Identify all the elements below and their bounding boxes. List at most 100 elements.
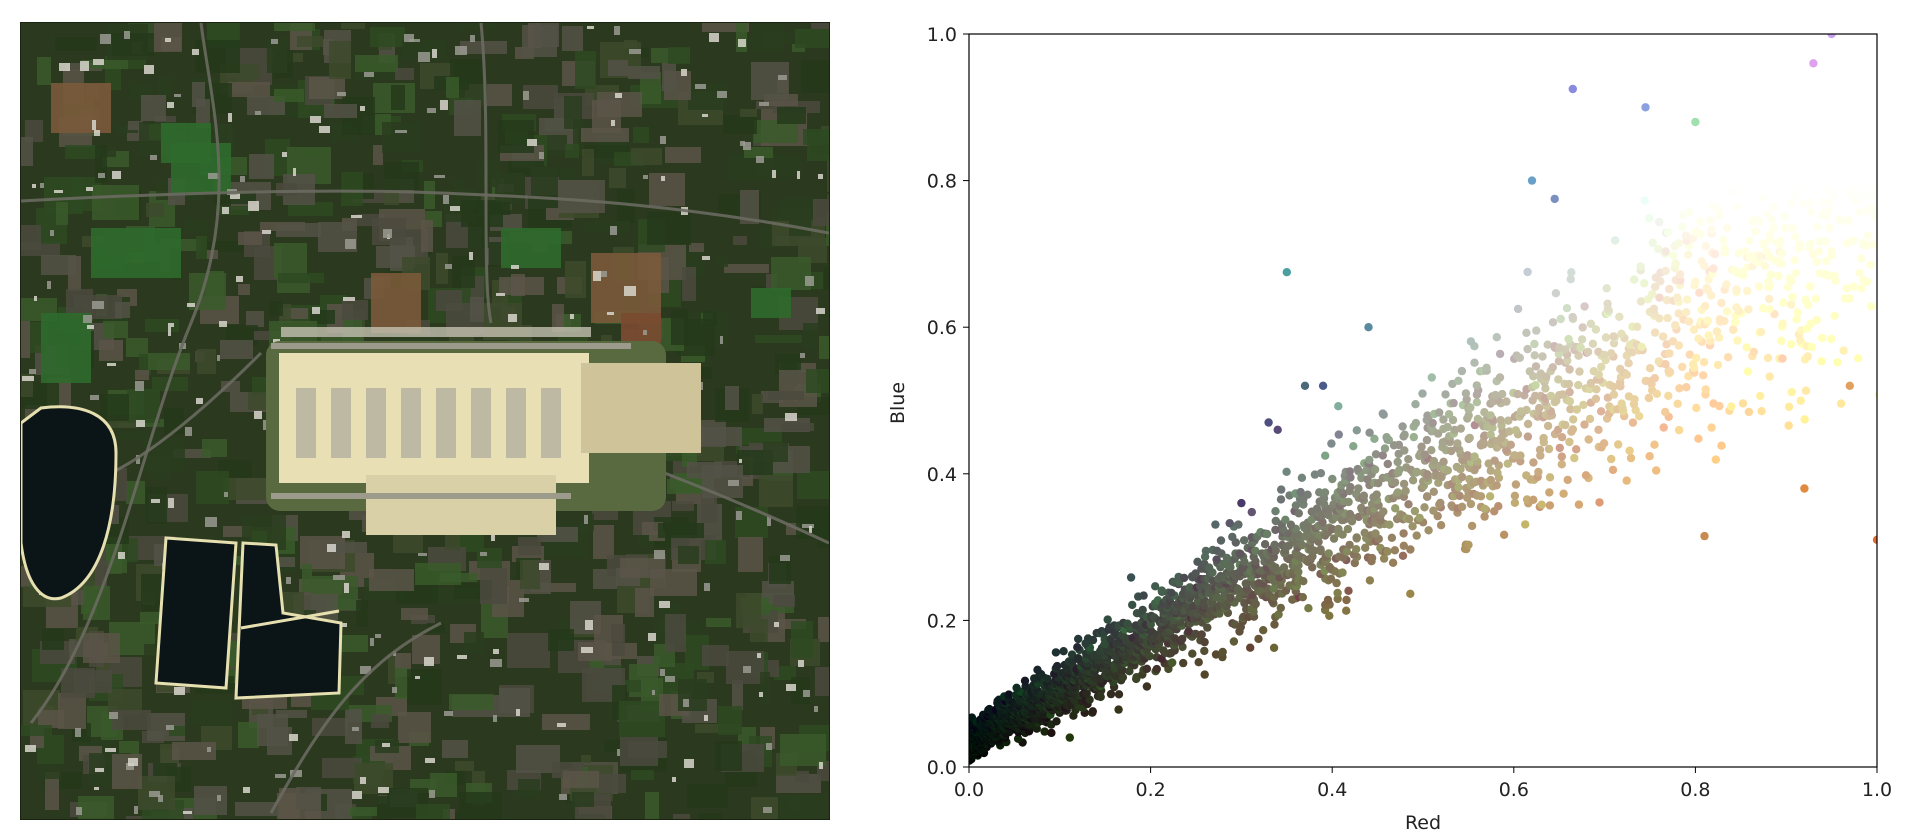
terrain-patch	[267, 38, 287, 73]
terrain-patch	[518, 779, 540, 798]
terrain-patch	[678, 679, 707, 711]
scatter-point	[1321, 451, 1330, 460]
scatter-point	[1343, 524, 1353, 534]
scatter-point	[1342, 606, 1351, 615]
terminal-building	[541, 388, 561, 458]
terrain-patch	[382, 122, 420, 153]
scatter-point	[1178, 642, 1187, 652]
scatter-point	[1429, 456, 1439, 466]
reservoir-causeway	[240, 609, 340, 630]
scatter-point	[1622, 476, 1631, 485]
building	[470, 35, 475, 42]
building	[344, 583, 349, 593]
building	[816, 308, 825, 314]
scatter-point	[1271, 563, 1280, 572]
terrain-patch	[373, 145, 383, 165]
scatter-point	[1891, 281, 1899, 289]
scatter-point	[1688, 360, 1698, 369]
scatter-point	[1559, 489, 1568, 498]
field	[91, 228, 181, 278]
terrain-patch	[682, 267, 696, 301]
building	[75, 728, 81, 737]
scatter-point	[1644, 393, 1654, 403]
scatter-point	[1513, 389, 1522, 399]
scatter-point	[1891, 240, 1899, 248]
scatter-point	[1826, 334, 1836, 344]
terrain-patch	[341, 172, 363, 206]
building	[32, 184, 36, 188]
terrain-patch	[61, 668, 95, 698]
terrain-patch	[662, 63, 676, 91]
terrain-patch	[135, 370, 149, 380]
scatter-point	[1891, 82, 1899, 90]
scatter-point	[1504, 416, 1513, 425]
scatter-point	[1114, 690, 1124, 699]
scatter-point	[1815, 237, 1824, 246]
terrain-patch	[507, 633, 550, 668]
scatter-point	[1847, 185, 1856, 194]
scatter-point	[1784, 421, 1793, 430]
scatter-point	[1868, 191, 1877, 200]
scatter-point	[1675, 270, 1685, 279]
scatter-point	[1602, 284, 1611, 293]
scatter-point	[1412, 467, 1422, 477]
building	[803, 690, 810, 697]
terrain-patch	[220, 340, 253, 359]
scatter-point	[1239, 536, 1249, 545]
scatter-point	[1303, 490, 1312, 499]
scatter-point	[1329, 534, 1339, 543]
building	[490, 659, 502, 667]
scatter-point	[1521, 520, 1530, 529]
terrain-patch	[751, 62, 789, 100]
terrain-patch	[815, 667, 829, 696]
scatter-point	[1878, 232, 1886, 240]
scatter-point	[1600, 350, 1609, 360]
x-tick-label: 0.6	[1499, 779, 1529, 801]
road	[29, 23, 221, 724]
building	[450, 206, 460, 211]
terrain-patch	[185, 219, 208, 233]
scatter-point	[1769, 223, 1778, 232]
scatter-point	[1849, 282, 1859, 291]
terrain-patch	[350, 807, 377, 816]
scatter-point	[1842, 284, 1851, 293]
scatter-point	[1579, 400, 1588, 410]
scatter-point	[1493, 468, 1502, 477]
scatter-point	[1486, 411, 1495, 420]
building	[205, 517, 217, 527]
building	[343, 297, 355, 301]
y-tick-label: 1.0	[927, 24, 957, 46]
scatter-point	[1429, 487, 1439, 496]
scatter-point	[1012, 683, 1021, 692]
terrain-patch	[269, 557, 295, 567]
terrain-patch	[419, 676, 436, 699]
terrain-patch	[398, 712, 431, 743]
scatter-point	[1515, 353, 1525, 362]
scatter-point	[1276, 495, 1286, 504]
scatter-point	[1652, 466, 1661, 475]
building	[570, 314, 574, 319]
terrain-patch	[740, 190, 759, 224]
terrain-patch	[83, 633, 120, 663]
scatter-point	[1399, 541, 1409, 550]
scatter-point	[1126, 573, 1136, 582]
field	[751, 288, 791, 318]
terrain-patch	[665, 147, 701, 163]
terrain-patch	[377, 796, 390, 819]
scatter-point	[1052, 717, 1061, 726]
building	[341, 623, 347, 627]
scatter-point	[1688, 234, 1698, 243]
terrain-patch	[391, 85, 405, 110]
scatter-point	[1801, 386, 1811, 395]
scatter-point	[1803, 352, 1813, 361]
scatter-point	[1597, 362, 1606, 372]
scatter-point	[1495, 373, 1505, 382]
terrain-patch	[736, 593, 761, 628]
scatter-point	[1328, 474, 1337, 484]
terrain-patch	[671, 309, 688, 345]
terrain-patch	[542, 714, 590, 730]
scatter-point	[1866, 260, 1875, 269]
scatter-point	[1365, 576, 1375, 585]
terrain-patch	[172, 742, 216, 760]
building	[149, 791, 160, 797]
